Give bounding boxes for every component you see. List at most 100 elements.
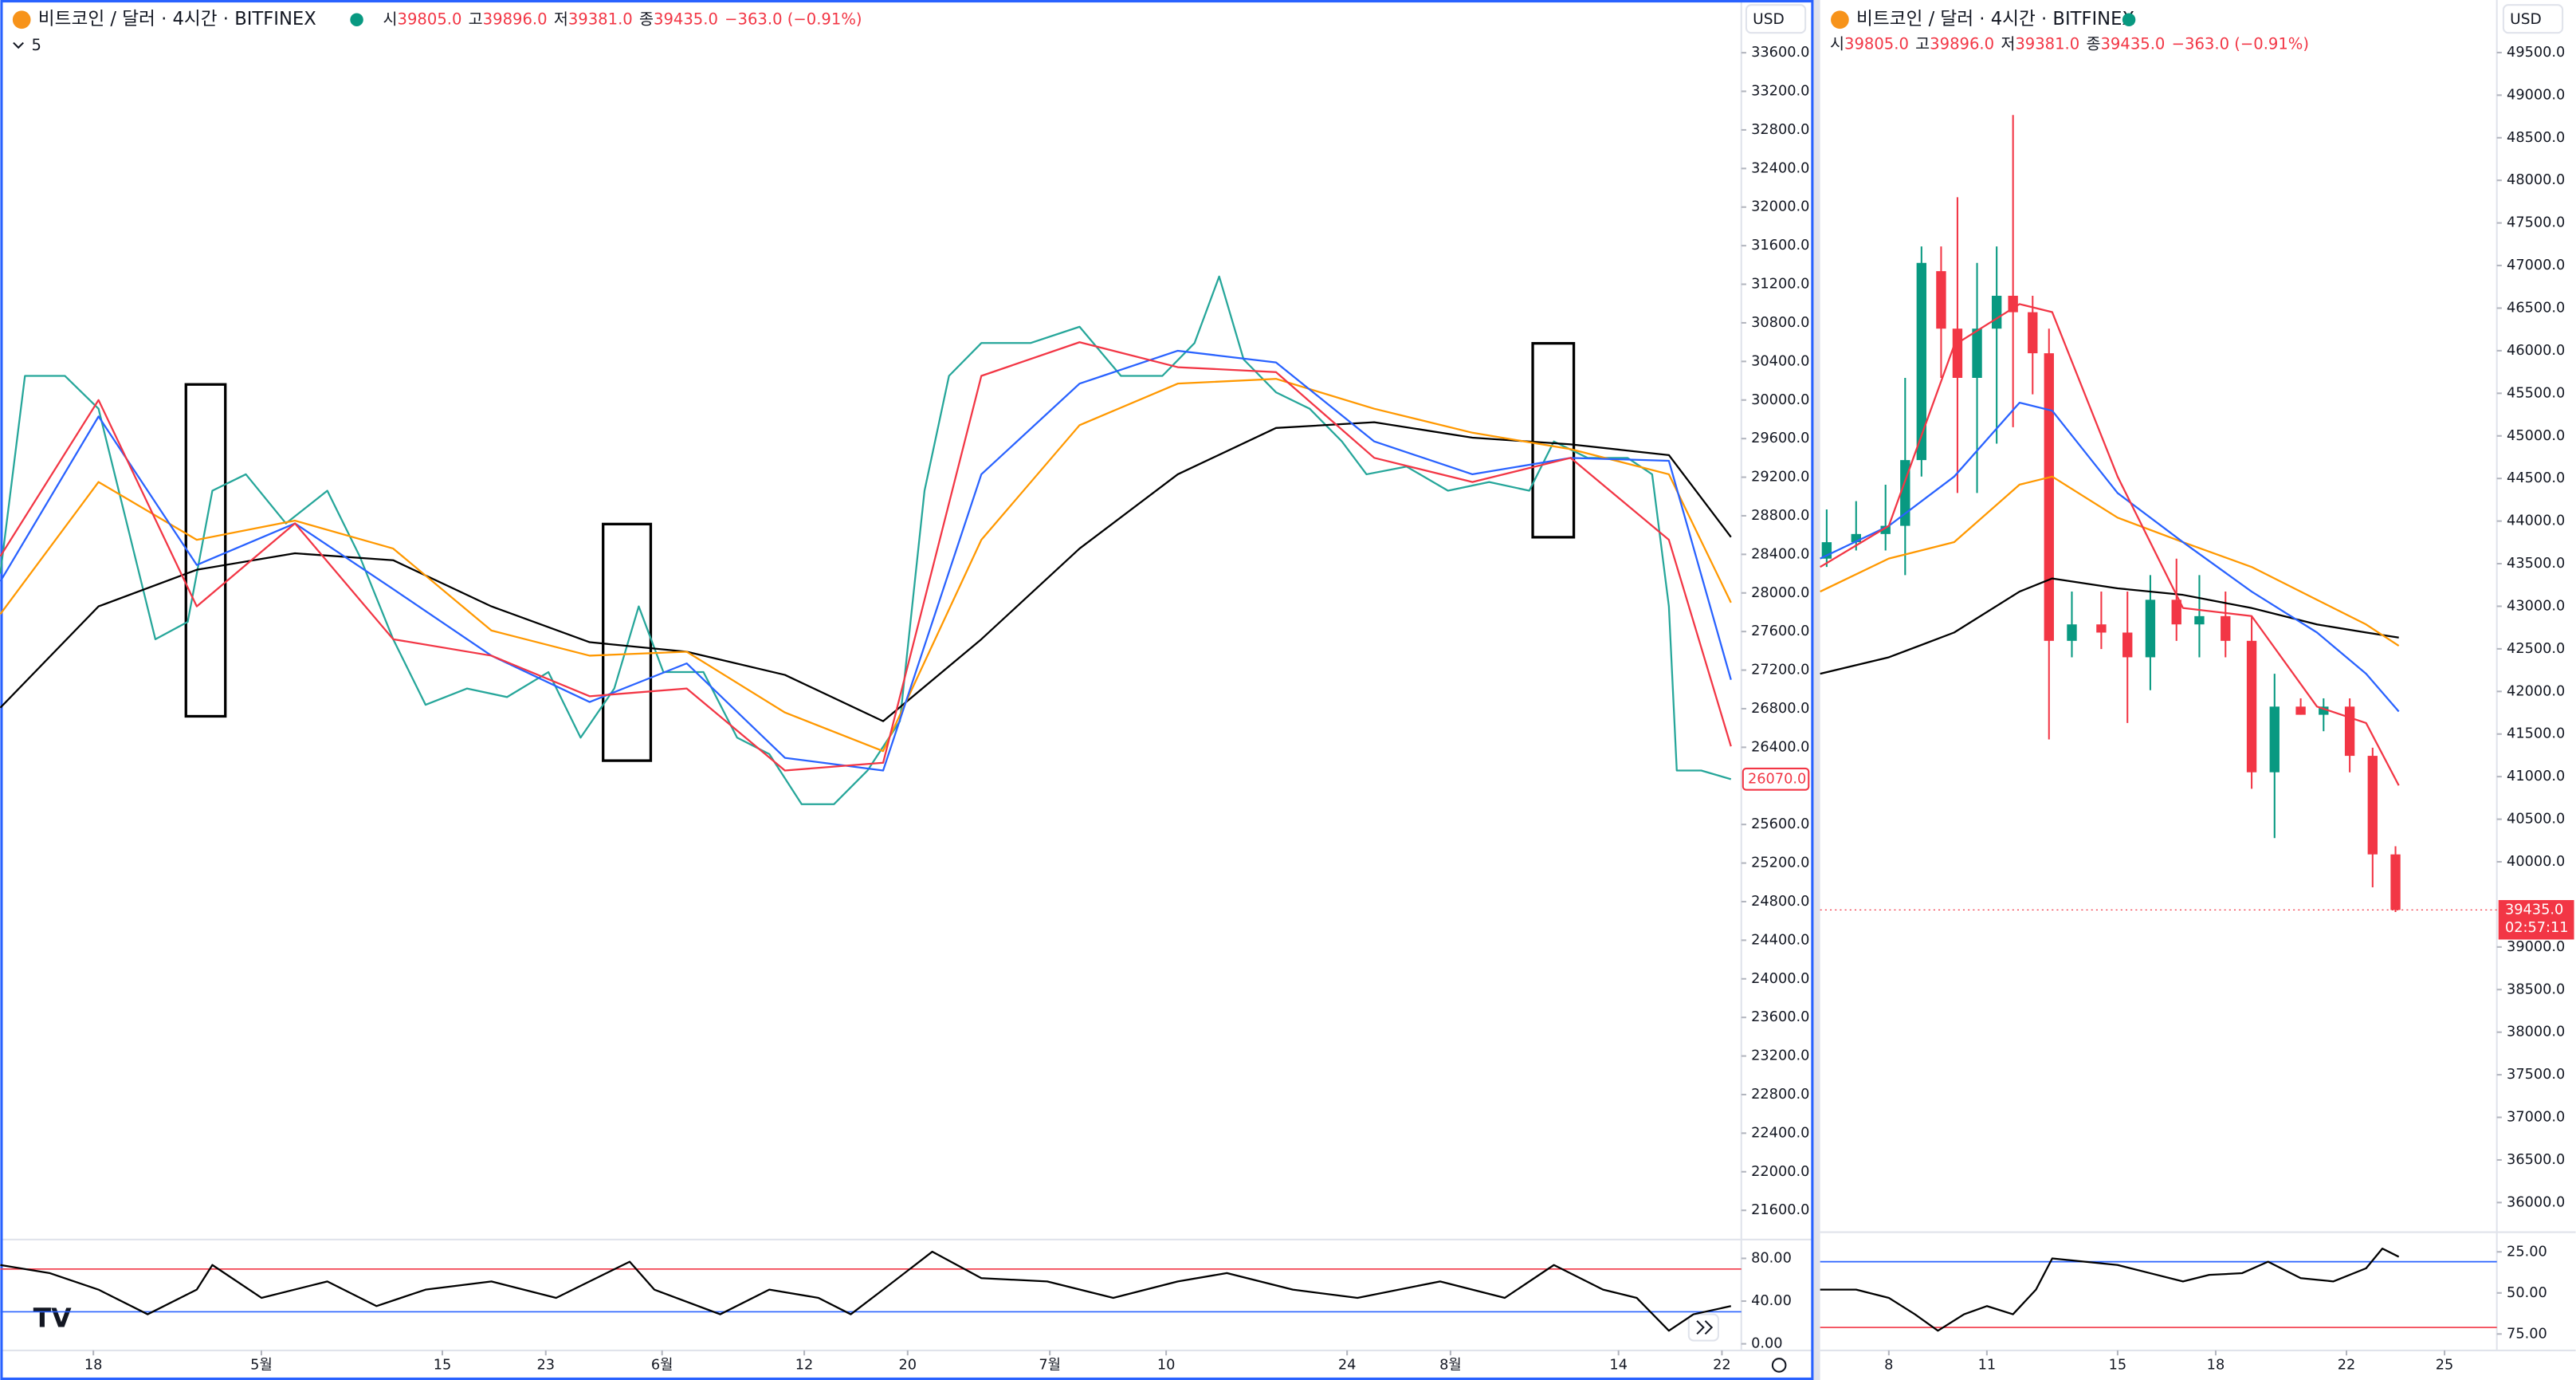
series-line xyxy=(1820,1248,2400,1332)
ohlc-value: 39435.0 xyxy=(2100,34,2165,53)
x-tick-label: 10 xyxy=(1157,1357,1176,1373)
currency-button[interactable] xyxy=(2502,4,2564,34)
y-tick-label: 37500.0 xyxy=(2507,1067,2565,1083)
x-tick-label: 15 xyxy=(434,1357,452,1373)
y-tick-label: 36500.0 xyxy=(2507,1152,2565,1168)
active-pane-frame xyxy=(0,0,1814,1380)
x-tick-label: 22 xyxy=(2338,1357,2356,1373)
y-tick-label: 26800.0 xyxy=(1751,701,1809,717)
candle-body xyxy=(2067,624,2077,641)
x-tick-label: 18 xyxy=(84,1357,103,1373)
y-tick-label: 23600.0 xyxy=(1751,1009,1809,1025)
y-tick-label: 47500.0 xyxy=(2507,215,2565,231)
series-line xyxy=(1820,577,2399,675)
candle-body xyxy=(2367,756,2378,855)
y-tick-label: 44000.0 xyxy=(2507,513,2565,529)
ohlc-label: 저 xyxy=(554,10,568,28)
last-price-tag xyxy=(2498,900,2574,940)
candle-body xyxy=(1880,525,1891,534)
y-tick-label: 28400.0 xyxy=(1751,546,1809,562)
y-tick-label: 33600.0 xyxy=(1751,45,1809,61)
y-tick-label: 29200.0 xyxy=(1751,470,1809,486)
y-tick-label: 37000.0 xyxy=(2507,1110,2565,1126)
x-tick-label: 25 xyxy=(2436,1357,2454,1373)
y-tick-label: 22400.0 xyxy=(1751,1125,1809,1141)
y-tick-label: 30400.0 xyxy=(1751,353,1809,369)
symbol-title: 비트코인 / 달러 · 4시간 · BITFINEX xyxy=(38,9,316,29)
x-tick-label: 8 xyxy=(1884,1357,1893,1373)
y-tick-label: 41500.0 xyxy=(2507,726,2565,742)
annotation-box xyxy=(184,383,227,718)
ohlc-label: 시 xyxy=(383,10,398,28)
candle-body xyxy=(1952,328,1963,378)
candle-body xyxy=(1851,533,1861,543)
candle-body xyxy=(2145,600,2156,658)
candle-body xyxy=(1916,262,1927,461)
candle-body xyxy=(2390,854,2401,910)
y-tick-label: 48500.0 xyxy=(2507,130,2565,146)
y-tick-label: 30000.0 xyxy=(1751,392,1809,408)
y-tick-label: 39000.0 xyxy=(2507,939,2565,955)
y-tick-label: 27200.0 xyxy=(1751,662,1809,678)
settings-icon[interactable] xyxy=(1771,1358,1787,1373)
candle-body xyxy=(2194,615,2205,625)
y-tick-label: 31200.0 xyxy=(1751,277,1809,293)
currency-button[interactable] xyxy=(1745,4,1807,34)
x-tick-label: 18 xyxy=(2207,1357,2225,1373)
candle-body xyxy=(2319,706,2329,715)
candle-body xyxy=(1991,295,2002,329)
candle-body xyxy=(2221,615,2231,641)
y-tick-label: 80.00 xyxy=(1751,1250,1792,1266)
candle-body xyxy=(2344,706,2355,757)
y-tick-label: 32000.0 xyxy=(1751,199,1809,215)
y-tick-label: 21600.0 xyxy=(1751,1202,1809,1218)
y-tick-label: 46000.0 xyxy=(2507,343,2565,359)
y-tick-label: 45000.0 xyxy=(2507,428,2565,444)
y-tick-label: 25200.0 xyxy=(1751,855,1809,871)
y-tick-label: 41000.0 xyxy=(2507,769,2565,784)
y-tick-label: 22800.0 xyxy=(1751,1087,1809,1103)
y-tick-label: 40500.0 xyxy=(2507,812,2565,828)
candle-body xyxy=(2171,600,2181,625)
y-tick-label: 30800.0 xyxy=(1751,315,1809,331)
y-tick-label: 49500.0 xyxy=(2507,45,2565,61)
y-tick-label: 43500.0 xyxy=(2507,556,2565,572)
y-tick-label: 45500.0 xyxy=(2507,385,2565,401)
symbol-icon xyxy=(12,10,31,29)
series-line xyxy=(0,275,1732,805)
y-tick-label: 23200.0 xyxy=(1751,1048,1809,1064)
candle-body xyxy=(2269,706,2280,773)
currency-label: USD xyxy=(2510,11,2542,28)
y-tick-label: 29600.0 xyxy=(1751,431,1809,446)
ohlc-legend: 시39805.0 고39896.0 저39381.0 종39435.0 −363.0 (… xyxy=(383,10,862,28)
y-tick-label: 43000.0 xyxy=(2507,598,2565,614)
ohlc-label: 저 xyxy=(2001,34,2015,53)
candle-body xyxy=(1972,328,1982,378)
candle-body xyxy=(2122,632,2133,658)
y-tick-label: 25600.0 xyxy=(1751,816,1809,832)
ohlc-label: 종 xyxy=(2086,34,2100,53)
y-tick-label: 40000.0 xyxy=(2507,854,2565,870)
ohlc-label: 고 xyxy=(1915,34,1930,53)
series-line xyxy=(1820,303,2400,786)
y-tick-label: 31600.0 xyxy=(1751,238,1809,254)
collapse-chevron xyxy=(13,41,24,49)
y-tick-label: 27600.0 xyxy=(1751,623,1809,639)
x-tick-label: 20 xyxy=(899,1357,917,1373)
y-tick-label: 32400.0 xyxy=(1751,160,1809,176)
ohlc-legend: 시39805.0 고39896.0 저39381.0 종39435.0 −363.0 (… xyxy=(1830,34,2309,53)
y-tick-label: 28000.0 xyxy=(1751,585,1809,601)
x-tick-label: 12 xyxy=(795,1357,814,1373)
ohlc-change: −363.0 (−0.91%) xyxy=(2172,34,2309,53)
last-price-label: 39435.0 xyxy=(2505,902,2563,918)
candle-body xyxy=(2028,312,2038,354)
series-line xyxy=(0,378,1732,753)
status-dot xyxy=(350,13,363,26)
y-tick-label: 40.00 xyxy=(1751,1293,1792,1309)
candle-body xyxy=(2044,353,2054,641)
candle-body xyxy=(1936,271,1946,329)
series-line xyxy=(1820,475,2400,647)
y-tick-label: 48000.0 xyxy=(2507,172,2565,188)
ohlc-value: 39896.0 xyxy=(483,10,548,28)
